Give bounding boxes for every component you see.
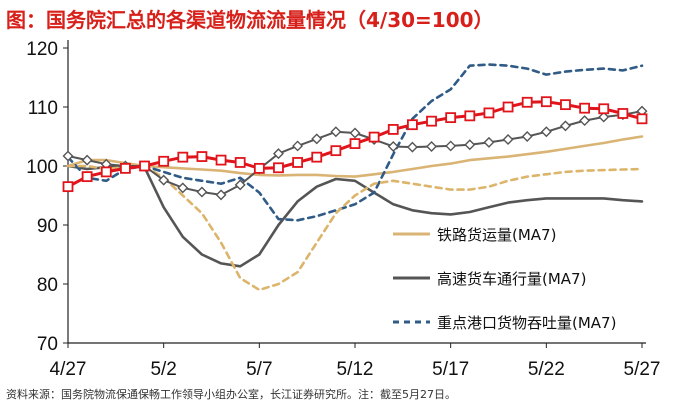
data-point-diamond <box>445 140 457 152</box>
y-tick-label: 110 <box>28 98 58 119</box>
data-point-diamond <box>234 179 246 191</box>
x-tick-label: 5/17 <box>432 359 469 380</box>
x-tick-label: 5/27 <box>624 359 661 380</box>
data-point-square <box>292 157 304 168</box>
series-line-2 <box>66 63 644 222</box>
y-tick-label: 100 <box>26 157 58 178</box>
data-point-diamond <box>330 126 342 138</box>
y-tick-label: 120 <box>26 39 58 60</box>
series-line-4 <box>67 110 643 196</box>
data-point-diamond <box>311 133 323 145</box>
data-point-diamond <box>464 139 476 151</box>
source-note: 资料来源：国务院物流保通保畅工作领导小组办公室，长江证券研究所。注：截至5月27… <box>6 388 456 401</box>
data-point-diamond <box>196 186 208 198</box>
data-point-diamond <box>215 189 227 201</box>
y-axis-ticks: 70 80 90 100 110 120 <box>26 39 68 355</box>
x-axis-ticks: 4/27 5/2 5/7 5/12 5/17 5/22 5/27 <box>50 343 661 380</box>
data-point-diamond <box>502 133 514 145</box>
data-point-square <box>215 154 227 166</box>
data-point-diamond <box>272 148 284 160</box>
legend-label-1: 高速货车通行量(MA7) <box>437 270 586 288</box>
series-line-0 <box>66 135 644 178</box>
data-point-square <box>521 96 533 108</box>
data-point-square <box>253 162 265 174</box>
data-point-square <box>120 162 131 174</box>
data-point-square <box>62 181 74 193</box>
data-point-square <box>426 115 437 127</box>
data-point-diamond <box>406 141 418 153</box>
legend: 铁路货运量(MA7) 高速货车通行量(MA7) 重点港口货物吞吐量(MA7) <box>393 226 616 332</box>
data-point-diamond <box>81 154 93 166</box>
data-point-diamond <box>521 131 533 142</box>
x-tick-label: 5/2 <box>150 359 176 380</box>
data-point-square <box>502 101 514 113</box>
data-point-square <box>483 107 495 119</box>
y-tick-label: 80 <box>37 275 58 296</box>
data-point-square <box>636 113 648 125</box>
x-tick-label: 5/7 <box>246 359 272 380</box>
data-point-square <box>100 166 112 178</box>
data-point-square <box>540 96 552 108</box>
data-point-square <box>158 155 170 167</box>
data-point-diamond <box>426 141 438 153</box>
data-point-diamond <box>598 111 610 123</box>
data-point-square <box>311 151 323 163</box>
data-point-diamond <box>483 136 495 148</box>
data-point-diamond <box>292 140 304 152</box>
legend-label-2: 重点港口货物吞吐量(MA7) <box>437 314 616 332</box>
y-tick-label: 90 <box>37 216 58 237</box>
x-tick-label: 5/22 <box>528 359 565 380</box>
y-tick-label: 70 <box>37 334 58 355</box>
data-point-diamond <box>62 150 74 162</box>
data-point-square <box>177 151 189 163</box>
data-point-diamond <box>158 174 170 186</box>
series-line-1 <box>66 164 644 268</box>
data-point-square <box>387 124 399 135</box>
data-point-square <box>368 131 380 143</box>
data-point-square <box>81 171 93 183</box>
data-point-square <box>273 162 284 174</box>
data-point-diamond <box>579 115 591 127</box>
legend-label-0: 铁路货运量(MA7) <box>437 226 556 244</box>
data-point-square <box>196 151 208 162</box>
data-point-diamond <box>177 182 189 194</box>
x-tick-label: 5/12 <box>337 359 374 380</box>
series-lines <box>62 63 648 292</box>
data-point-diamond <box>387 141 399 153</box>
data-point-square <box>349 138 361 149</box>
data-point-square <box>139 160 150 172</box>
data-point-square <box>617 108 629 119</box>
x-tick-label: 4/27 <box>50 359 87 380</box>
data-point-diamond <box>349 127 361 139</box>
data-point-square <box>560 99 571 111</box>
data-point-square <box>330 145 342 157</box>
data-point-square <box>406 119 418 131</box>
chart-title: 图：国务院汇总的各渠道物流流量情况（4/30=100） <box>6 8 494 32</box>
data-point-square <box>445 112 457 124</box>
data-point-square <box>579 102 590 114</box>
data-point-square <box>234 157 246 168</box>
data-point-square <box>464 110 476 122</box>
data-point-square <box>598 103 610 115</box>
data-point-diamond <box>559 120 571 132</box>
data-point-diamond <box>540 126 552 138</box>
